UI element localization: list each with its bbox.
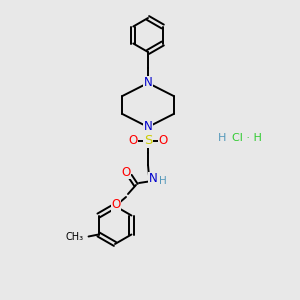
Text: S: S [144,134,152,148]
Text: N: N [148,172,158,185]
Text: CH₃: CH₃ [65,232,83,242]
Text: H: H [159,176,167,185]
Text: N: N [144,121,152,134]
Text: Cl · H: Cl · H [232,133,262,143]
Text: O: O [122,166,130,178]
Text: O: O [111,199,121,212]
Text: O: O [128,134,138,148]
Text: H: H [218,133,226,143]
Text: N: N [144,76,152,89]
Text: O: O [158,134,168,148]
